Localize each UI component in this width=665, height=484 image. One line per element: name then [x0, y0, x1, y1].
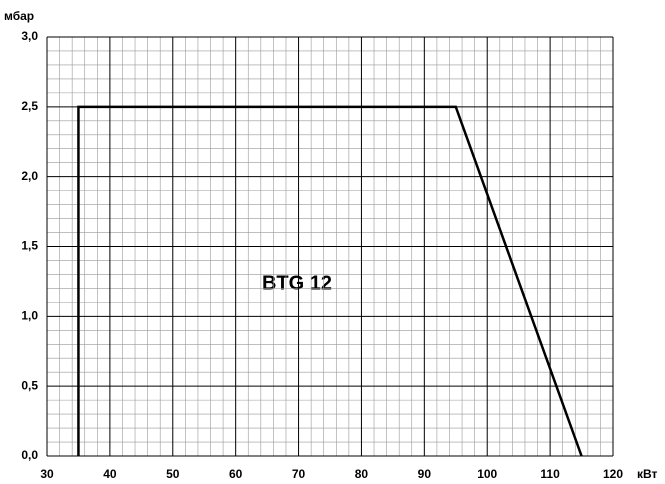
x-tick-label: 120 [603, 467, 623, 481]
x-tick-label: 60 [229, 467, 243, 481]
y-tick-label: 1,5 [21, 239, 38, 253]
x-axis-label: кВт [637, 467, 658, 481]
x-tick-label: 80 [355, 467, 369, 481]
y-tick-label: 2,5 [21, 99, 38, 113]
y-tick-label: 0,5 [21, 378, 38, 392]
y-tick-label: 0,0 [21, 448, 38, 462]
x-tick-label: 100 [477, 467, 497, 481]
y-tick-label: 2,0 [21, 169, 38, 183]
x-tick-label: 40 [103, 467, 117, 481]
x-tick-label: 50 [166, 467, 180, 481]
y-tick-label: 3,0 [21, 29, 38, 43]
y-axis-label: мбар [4, 9, 34, 23]
data-line [77, 105, 583, 457]
x-tick-label: 90 [418, 467, 432, 481]
y-tick-label: 1,0 [21, 309, 38, 323]
x-tick-label: 30 [40, 467, 54, 481]
x-tick-label: 110 [540, 467, 560, 481]
annotation: BTG 12 [262, 272, 332, 294]
x-tick-label: 70 [292, 467, 306, 481]
